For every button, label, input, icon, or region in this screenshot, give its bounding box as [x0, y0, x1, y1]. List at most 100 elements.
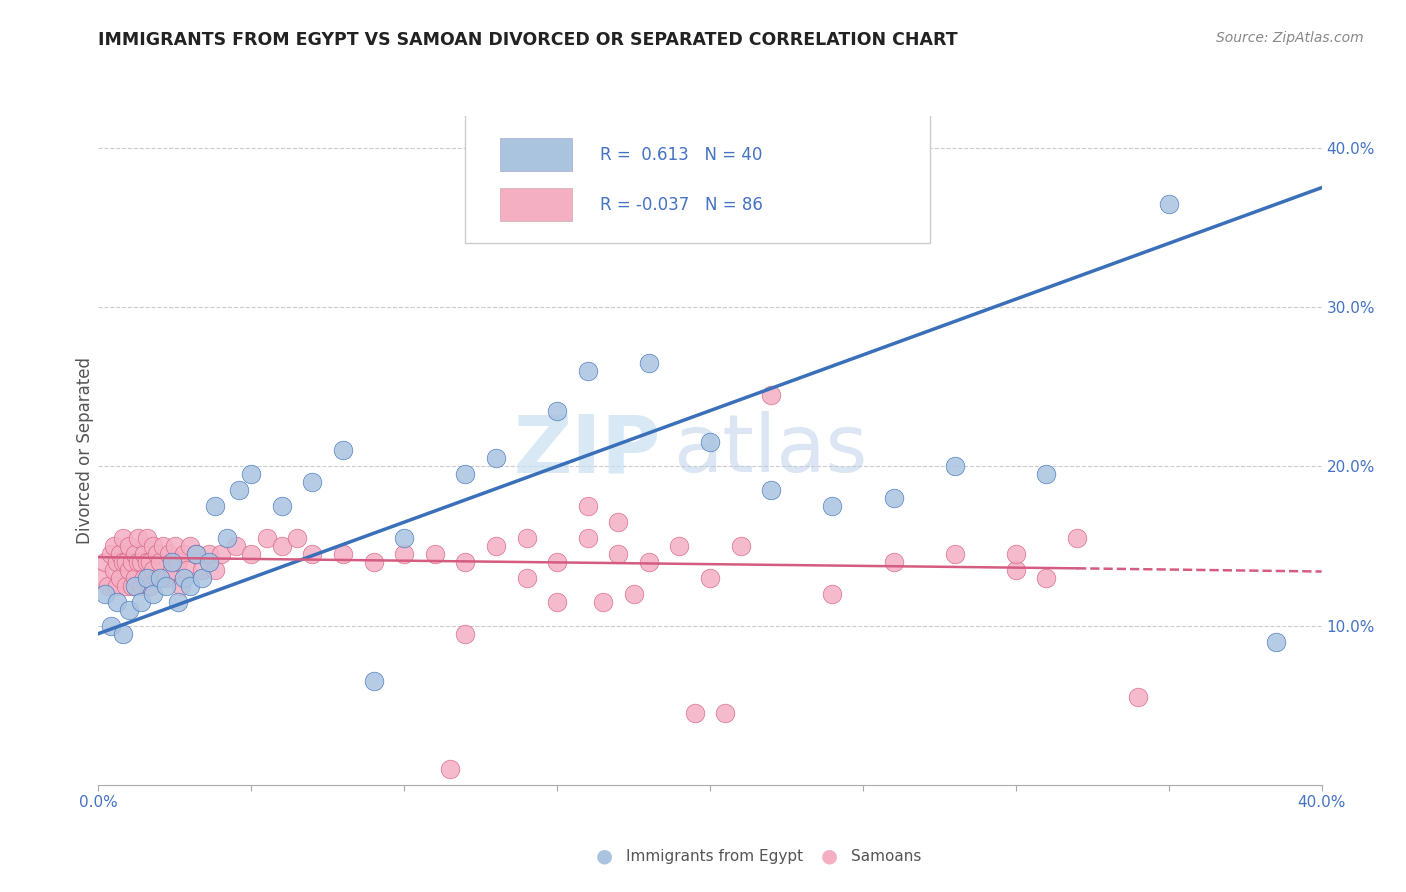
Point — [134, 571, 156, 585]
Point — [100, 547, 122, 561]
Point — [454, 555, 477, 569]
Point — [240, 467, 263, 482]
Text: IMMIGRANTS FROM EGYPT VS SAMOAN DIVORCED OR SEPARATED CORRELATION CHART: IMMIGRANTS FROM EGYPT VS SAMOAN DIVORCED… — [98, 31, 957, 49]
Point — [423, 547, 446, 561]
Point — [97, 579, 120, 593]
Text: ●: ● — [821, 847, 838, 866]
Point — [111, 626, 134, 640]
Point — [668, 539, 690, 553]
Point — [623, 587, 645, 601]
Point — [179, 539, 201, 553]
Point — [228, 483, 250, 498]
Point — [118, 603, 141, 617]
Point — [160, 555, 183, 569]
Point — [121, 555, 143, 569]
Point — [637, 555, 661, 569]
Point — [105, 555, 128, 569]
Point — [118, 539, 141, 553]
Text: ZIP: ZIP — [513, 411, 661, 490]
Point — [759, 483, 782, 498]
Point — [204, 563, 226, 577]
Point — [454, 626, 477, 640]
Point — [1004, 563, 1026, 577]
Point — [699, 571, 721, 585]
Point — [167, 555, 190, 569]
Point — [821, 587, 844, 601]
Point — [115, 579, 138, 593]
Point — [136, 531, 159, 545]
Point — [191, 563, 214, 577]
Point — [607, 547, 630, 561]
Point — [121, 579, 143, 593]
Point — [883, 555, 905, 569]
Point — [215, 531, 238, 545]
Point — [124, 571, 146, 585]
Point — [516, 571, 538, 585]
Point — [149, 571, 172, 585]
Point — [103, 539, 125, 553]
Point — [759, 387, 782, 401]
Point — [454, 467, 477, 482]
Point — [197, 555, 219, 569]
Point — [730, 539, 752, 553]
Point — [285, 531, 308, 545]
Point — [485, 539, 508, 553]
Point — [160, 563, 183, 577]
Point — [90, 571, 112, 585]
Point — [105, 595, 128, 609]
Point — [546, 403, 568, 417]
Point — [115, 555, 138, 569]
Point — [134, 547, 156, 561]
FancyBboxPatch shape — [499, 188, 572, 221]
Point — [576, 500, 599, 514]
Point — [485, 451, 508, 466]
Point — [943, 459, 966, 474]
Point — [129, 555, 152, 569]
Point — [105, 579, 128, 593]
Point — [607, 515, 630, 529]
Text: R = -0.037   N = 86: R = -0.037 N = 86 — [600, 196, 763, 214]
Text: atlas: atlas — [673, 411, 868, 490]
Point — [191, 571, 214, 585]
Point — [821, 500, 844, 514]
Point — [363, 555, 385, 569]
Point — [173, 571, 195, 585]
Point — [152, 539, 174, 553]
Point — [197, 547, 219, 561]
Point — [149, 555, 172, 569]
Point — [142, 563, 165, 577]
Point — [145, 571, 167, 585]
Point — [1066, 531, 1088, 545]
Point — [546, 595, 568, 609]
Point — [576, 531, 599, 545]
Point — [546, 555, 568, 569]
Point — [1264, 634, 1286, 648]
Point — [683, 706, 706, 721]
Point — [1035, 571, 1057, 585]
Text: R =  0.613   N = 40: R = 0.613 N = 40 — [600, 145, 762, 164]
Point — [139, 555, 162, 569]
Point — [108, 547, 131, 561]
Point — [209, 547, 232, 561]
Point — [93, 587, 115, 601]
Point — [439, 762, 461, 776]
Point — [100, 618, 122, 632]
Text: ●: ● — [596, 847, 613, 866]
Point — [111, 531, 134, 545]
Point — [270, 500, 292, 514]
Point — [155, 579, 177, 593]
Point — [124, 547, 146, 561]
Point — [93, 555, 115, 569]
FancyBboxPatch shape — [465, 112, 931, 244]
Point — [392, 547, 416, 561]
Point — [136, 555, 159, 569]
Point — [883, 491, 905, 506]
Point — [155, 571, 177, 585]
Point — [103, 563, 125, 577]
FancyBboxPatch shape — [499, 138, 572, 171]
Point — [714, 706, 737, 721]
Point — [142, 539, 165, 553]
Point — [332, 443, 354, 458]
Y-axis label: Divorced or Separated: Divorced or Separated — [76, 357, 94, 544]
Point — [592, 595, 614, 609]
